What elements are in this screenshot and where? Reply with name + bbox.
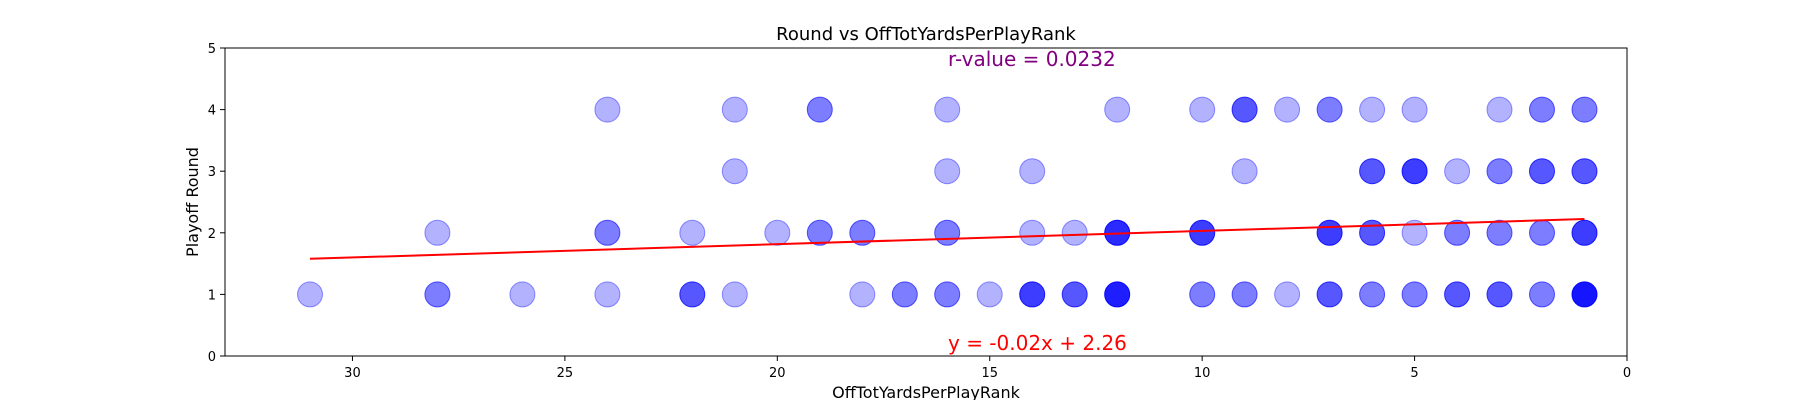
scatter-point <box>1231 158 1258 185</box>
r-value-annotation: r-value = 0.0232 <box>948 47 1116 71</box>
scatter-point <box>509 281 536 308</box>
regression-line <box>309 218 1585 260</box>
scatter-point <box>1359 158 1386 185</box>
scatter-point <box>1316 96 1343 123</box>
scatter-point <box>1316 219 1343 246</box>
scatter-point <box>1359 219 1386 246</box>
scatter-point <box>1019 158 1046 185</box>
scatter-point <box>1359 96 1386 123</box>
scatter-point <box>934 281 961 308</box>
y-tick-label: 5 <box>208 42 216 57</box>
scatter-point <box>1019 219 1046 246</box>
scatter-point <box>849 219 876 246</box>
scatter-point <box>934 158 961 185</box>
scatter-point <box>1231 96 1258 123</box>
x-tick-label: 0 <box>1623 366 1631 381</box>
scatter-point <box>1061 281 1088 308</box>
scatter-point <box>1401 281 1428 308</box>
scatter-point <box>1401 96 1428 123</box>
scatter-point <box>891 281 918 308</box>
scatter-point <box>679 219 706 246</box>
scatter-point <box>594 96 621 123</box>
scatter-point <box>424 281 451 308</box>
scatter-point <box>764 219 791 246</box>
scatter-point <box>1529 158 1555 185</box>
scatter-point <box>679 281 706 308</box>
scatter-point <box>1061 219 1088 246</box>
scatter-point <box>1401 219 1428 246</box>
regression-equation-annotation: y = -0.02x + 2.26 <box>948 331 1127 355</box>
scatter-point <box>1571 158 1598 185</box>
y-tick-label: 2 <box>208 227 216 242</box>
scatter-point <box>1571 96 1598 123</box>
scatter-point <box>1486 158 1513 185</box>
scatter-point <box>1189 96 1216 123</box>
y-axis-label: Playoff Round <box>183 147 202 257</box>
scatter-point <box>1444 281 1471 308</box>
scatter-point <box>1486 281 1513 308</box>
scatter-point <box>297 281 323 308</box>
x-tick-label: 30 <box>344 366 361 381</box>
scatter-point <box>1486 219 1513 246</box>
plot-area-frame <box>224 47 1628 357</box>
scatter-point <box>1571 281 1598 308</box>
y-tick-label: 3 <box>208 165 216 180</box>
x-tick-label: 10 <box>1194 366 1211 381</box>
scatter-point <box>721 96 748 123</box>
scatter-point <box>1189 219 1216 246</box>
x-tick-label: 25 <box>557 366 574 381</box>
scatter-point <box>976 281 1003 308</box>
scatter-point <box>806 219 833 246</box>
scatter-point <box>1274 281 1301 308</box>
scatter-point <box>1529 219 1555 246</box>
scatter-point <box>1444 158 1471 185</box>
scatter-point <box>424 219 451 246</box>
scatter-point <box>721 281 748 308</box>
scatter-point <box>934 96 961 123</box>
y-tick-label: 4 <box>208 104 216 119</box>
scatter-point <box>1104 96 1131 123</box>
scatter-point <box>721 158 748 185</box>
scatter-point <box>594 219 621 246</box>
scatter-point <box>1486 96 1513 123</box>
scatter-point <box>806 96 833 123</box>
scatter-point <box>1529 96 1555 123</box>
scatter-point <box>1401 158 1428 185</box>
scatter-point <box>849 281 876 308</box>
scatter-point <box>1316 281 1343 308</box>
x-axis-ticks: 30 25 20 15 10 5 0 <box>344 356 1631 381</box>
scatter-points <box>297 96 1598 308</box>
scatter-point <box>594 281 621 308</box>
x-tick-label: 20 <box>769 366 786 381</box>
x-tick-label: 15 <box>981 366 998 381</box>
chart-title: Round vs OffTotYardsPerPlayRank <box>776 24 1076 45</box>
scatter-point <box>1571 219 1598 246</box>
y-tick-label: 0 <box>208 350 216 365</box>
scatter-point <box>1019 281 1046 308</box>
regression-line-group <box>309 218 1585 260</box>
scatter-point <box>934 219 961 246</box>
x-tick-label: 5 <box>1410 366 1418 381</box>
scatter-point <box>1104 281 1131 308</box>
x-axis-label: OffTotYardsPerPlayRank <box>832 383 1020 400</box>
scatter-point <box>1274 96 1301 123</box>
scatter-point <box>1529 281 1555 308</box>
y-tick-label: 1 <box>208 288 216 303</box>
scatter-point <box>1189 281 1216 308</box>
scatter-point <box>1444 219 1471 246</box>
scatter-point <box>1359 281 1386 308</box>
y-axis-ticks: 0 1 2 3 4 5 <box>208 42 225 365</box>
scatter-point <box>1231 281 1258 308</box>
